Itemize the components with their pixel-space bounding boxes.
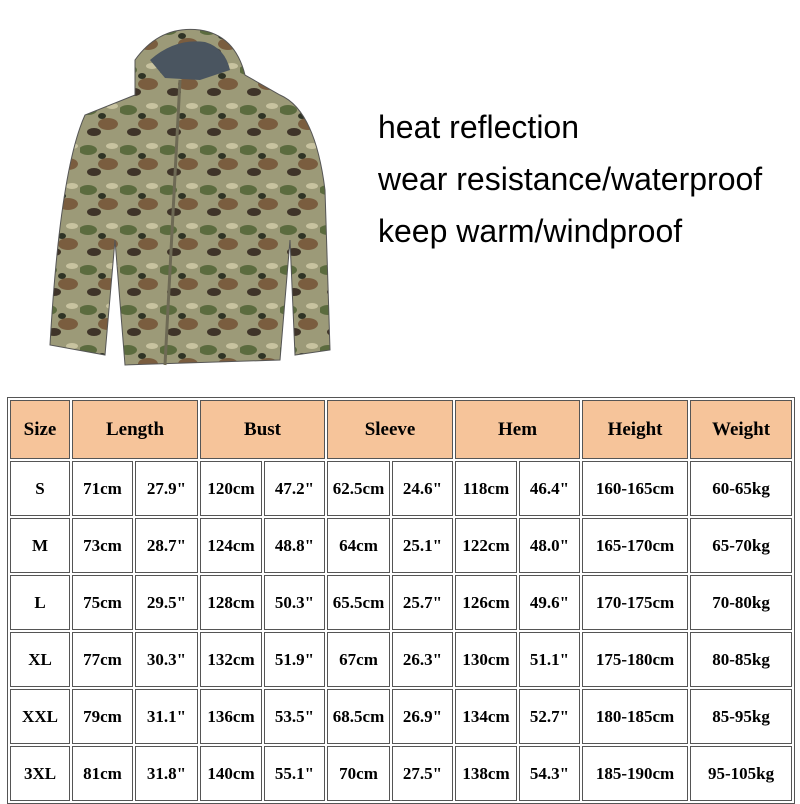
jacket-body xyxy=(49,28,331,366)
header-cell: Hem xyxy=(455,400,581,459)
table-cell: 31.1" xyxy=(135,689,199,744)
table-cell: 128cm xyxy=(200,575,263,630)
table-cell: 85-95kg xyxy=(690,689,793,744)
table-cell: 175-180cm xyxy=(582,632,689,687)
header-cell: Length xyxy=(72,400,199,459)
table-cell: S xyxy=(10,461,70,516)
size-table: Size Length Bust Sleeve Hem Height Weight S 71cm… xyxy=(7,397,796,804)
table-cell: 51.1" xyxy=(519,632,581,687)
feature-text: wear resistance/waterproof xyxy=(378,161,763,197)
header-cell: Weight xyxy=(690,400,793,459)
table-cell: 54.3" xyxy=(519,746,581,801)
header-cell: Size xyxy=(10,400,70,459)
table-row: 3XL 81cm 31.8" 140cm 55.1" 70cm 27.5" 138cm 54.3… xyxy=(10,746,793,801)
table-cell: 24.6" xyxy=(392,461,454,516)
table-cell: 48.0" xyxy=(519,518,581,573)
table-cell: 3XL xyxy=(10,746,70,801)
table-cell: L xyxy=(10,575,70,630)
table-cell: 140cm xyxy=(200,746,263,801)
table-cell: 95-105kg xyxy=(690,746,793,801)
table-cell: 55.1" xyxy=(264,746,326,801)
jacket-hood-lining xyxy=(150,41,230,80)
table-cell: 48.8" xyxy=(264,518,326,573)
table-row: XL 77cm 30.3" 132cm 51.9" 67cm 26.3" 130cm 51.1"… xyxy=(10,632,793,687)
feature-list: heat reflection wear resistance/waterproo… xyxy=(378,104,762,260)
table-cell: 47.2" xyxy=(264,461,326,516)
table-cell: 64cm xyxy=(327,518,391,573)
table-cell: 27.9" xyxy=(135,461,199,516)
table-cell: 185-190cm xyxy=(582,746,689,801)
jacket-image xyxy=(49,28,331,366)
table-cell: 120cm xyxy=(200,461,263,516)
table-cell: 170-175cm xyxy=(582,575,689,630)
table-cell: 60-65kg xyxy=(690,461,793,516)
table-cell: 118cm xyxy=(455,461,518,516)
table-cell: 80-85kg xyxy=(690,632,793,687)
table-cell: 27.5" xyxy=(392,746,454,801)
table-cell: 28.7" xyxy=(135,518,199,573)
feature-text: heat reflection xyxy=(378,109,580,145)
table-cell: 53.5" xyxy=(264,689,326,744)
table-cell: 29.5" xyxy=(135,575,199,630)
table-row: M 73cm 28.7" 124cm 48.8" 64cm 25.1" 122cm 48.0" 1… xyxy=(10,518,793,573)
table-cell: 70-80kg xyxy=(690,575,793,630)
table-cell: 81cm xyxy=(72,746,133,801)
table-cell: 51.9" xyxy=(264,632,326,687)
table-cell: 25.1" xyxy=(392,518,454,573)
table-cell: 130cm xyxy=(455,632,518,687)
table-cell: XXL xyxy=(10,689,70,744)
table-cell: 79cm xyxy=(72,689,133,744)
table-row: S 71cm 27.9" 120cm 47.2" 62.5cm 24.6" 118cm 46.4… xyxy=(10,461,793,516)
header-cell: Bust xyxy=(200,400,326,459)
table-cell: 73cm xyxy=(72,518,133,573)
table-cell: 46.4" xyxy=(519,461,581,516)
table-cell: 180-185cm xyxy=(582,689,689,744)
table-cell: 75cm xyxy=(72,575,133,630)
table-cell: 26.3" xyxy=(392,632,454,687)
table-cell: 136cm xyxy=(200,689,263,744)
table-cell: 65.5cm xyxy=(327,575,391,630)
table-cell: 30.3" xyxy=(135,632,199,687)
table-cell: 65-70kg xyxy=(690,518,793,573)
table-cell: 52.7" xyxy=(519,689,581,744)
table-cell: 134cm xyxy=(455,689,518,744)
table-cell: 122cm xyxy=(455,518,518,573)
table-cell: 77cm xyxy=(72,632,133,687)
table-cell: 126cm xyxy=(455,575,518,630)
table-row: XXL 79cm 31.1" 136cm 53.5" 68.5cm 26.9" 134cm 52… xyxy=(10,689,793,744)
table-cell: M xyxy=(10,518,70,573)
header-row: Size Length Bust Sleeve Hem Height Weight xyxy=(10,400,793,459)
table-row: L 75cm 29.5" 128cm 50.3" 65.5cm 25.7" 126cm 49.6… xyxy=(10,575,793,630)
table-cell: 49.6" xyxy=(519,575,581,630)
jacket-zipper xyxy=(163,79,182,366)
header-cell: Sleeve xyxy=(327,400,454,459)
table-cell: 160-165cm xyxy=(582,461,689,516)
table-cell: 68.5cm xyxy=(327,689,391,744)
table-cell: 67cm xyxy=(327,632,391,687)
table-cell: 71cm xyxy=(72,461,133,516)
table-cell: 70cm xyxy=(327,746,391,801)
table-cell: XL xyxy=(10,632,70,687)
header-cell: Height xyxy=(582,400,689,459)
table-cell: 26.9" xyxy=(392,689,454,744)
table-cell: 132cm xyxy=(200,632,263,687)
table-cell: 31.8" xyxy=(135,746,199,801)
table-cell: 165-170cm xyxy=(582,518,689,573)
table-cell: 138cm xyxy=(455,746,518,801)
table-cell: 62.5cm xyxy=(327,461,391,516)
table-cell: 50.3" xyxy=(264,575,326,630)
table-cell: 25.7" xyxy=(392,575,454,630)
feature-text: keep warm/windproof xyxy=(378,213,683,249)
table-cell: 124cm xyxy=(200,518,263,573)
